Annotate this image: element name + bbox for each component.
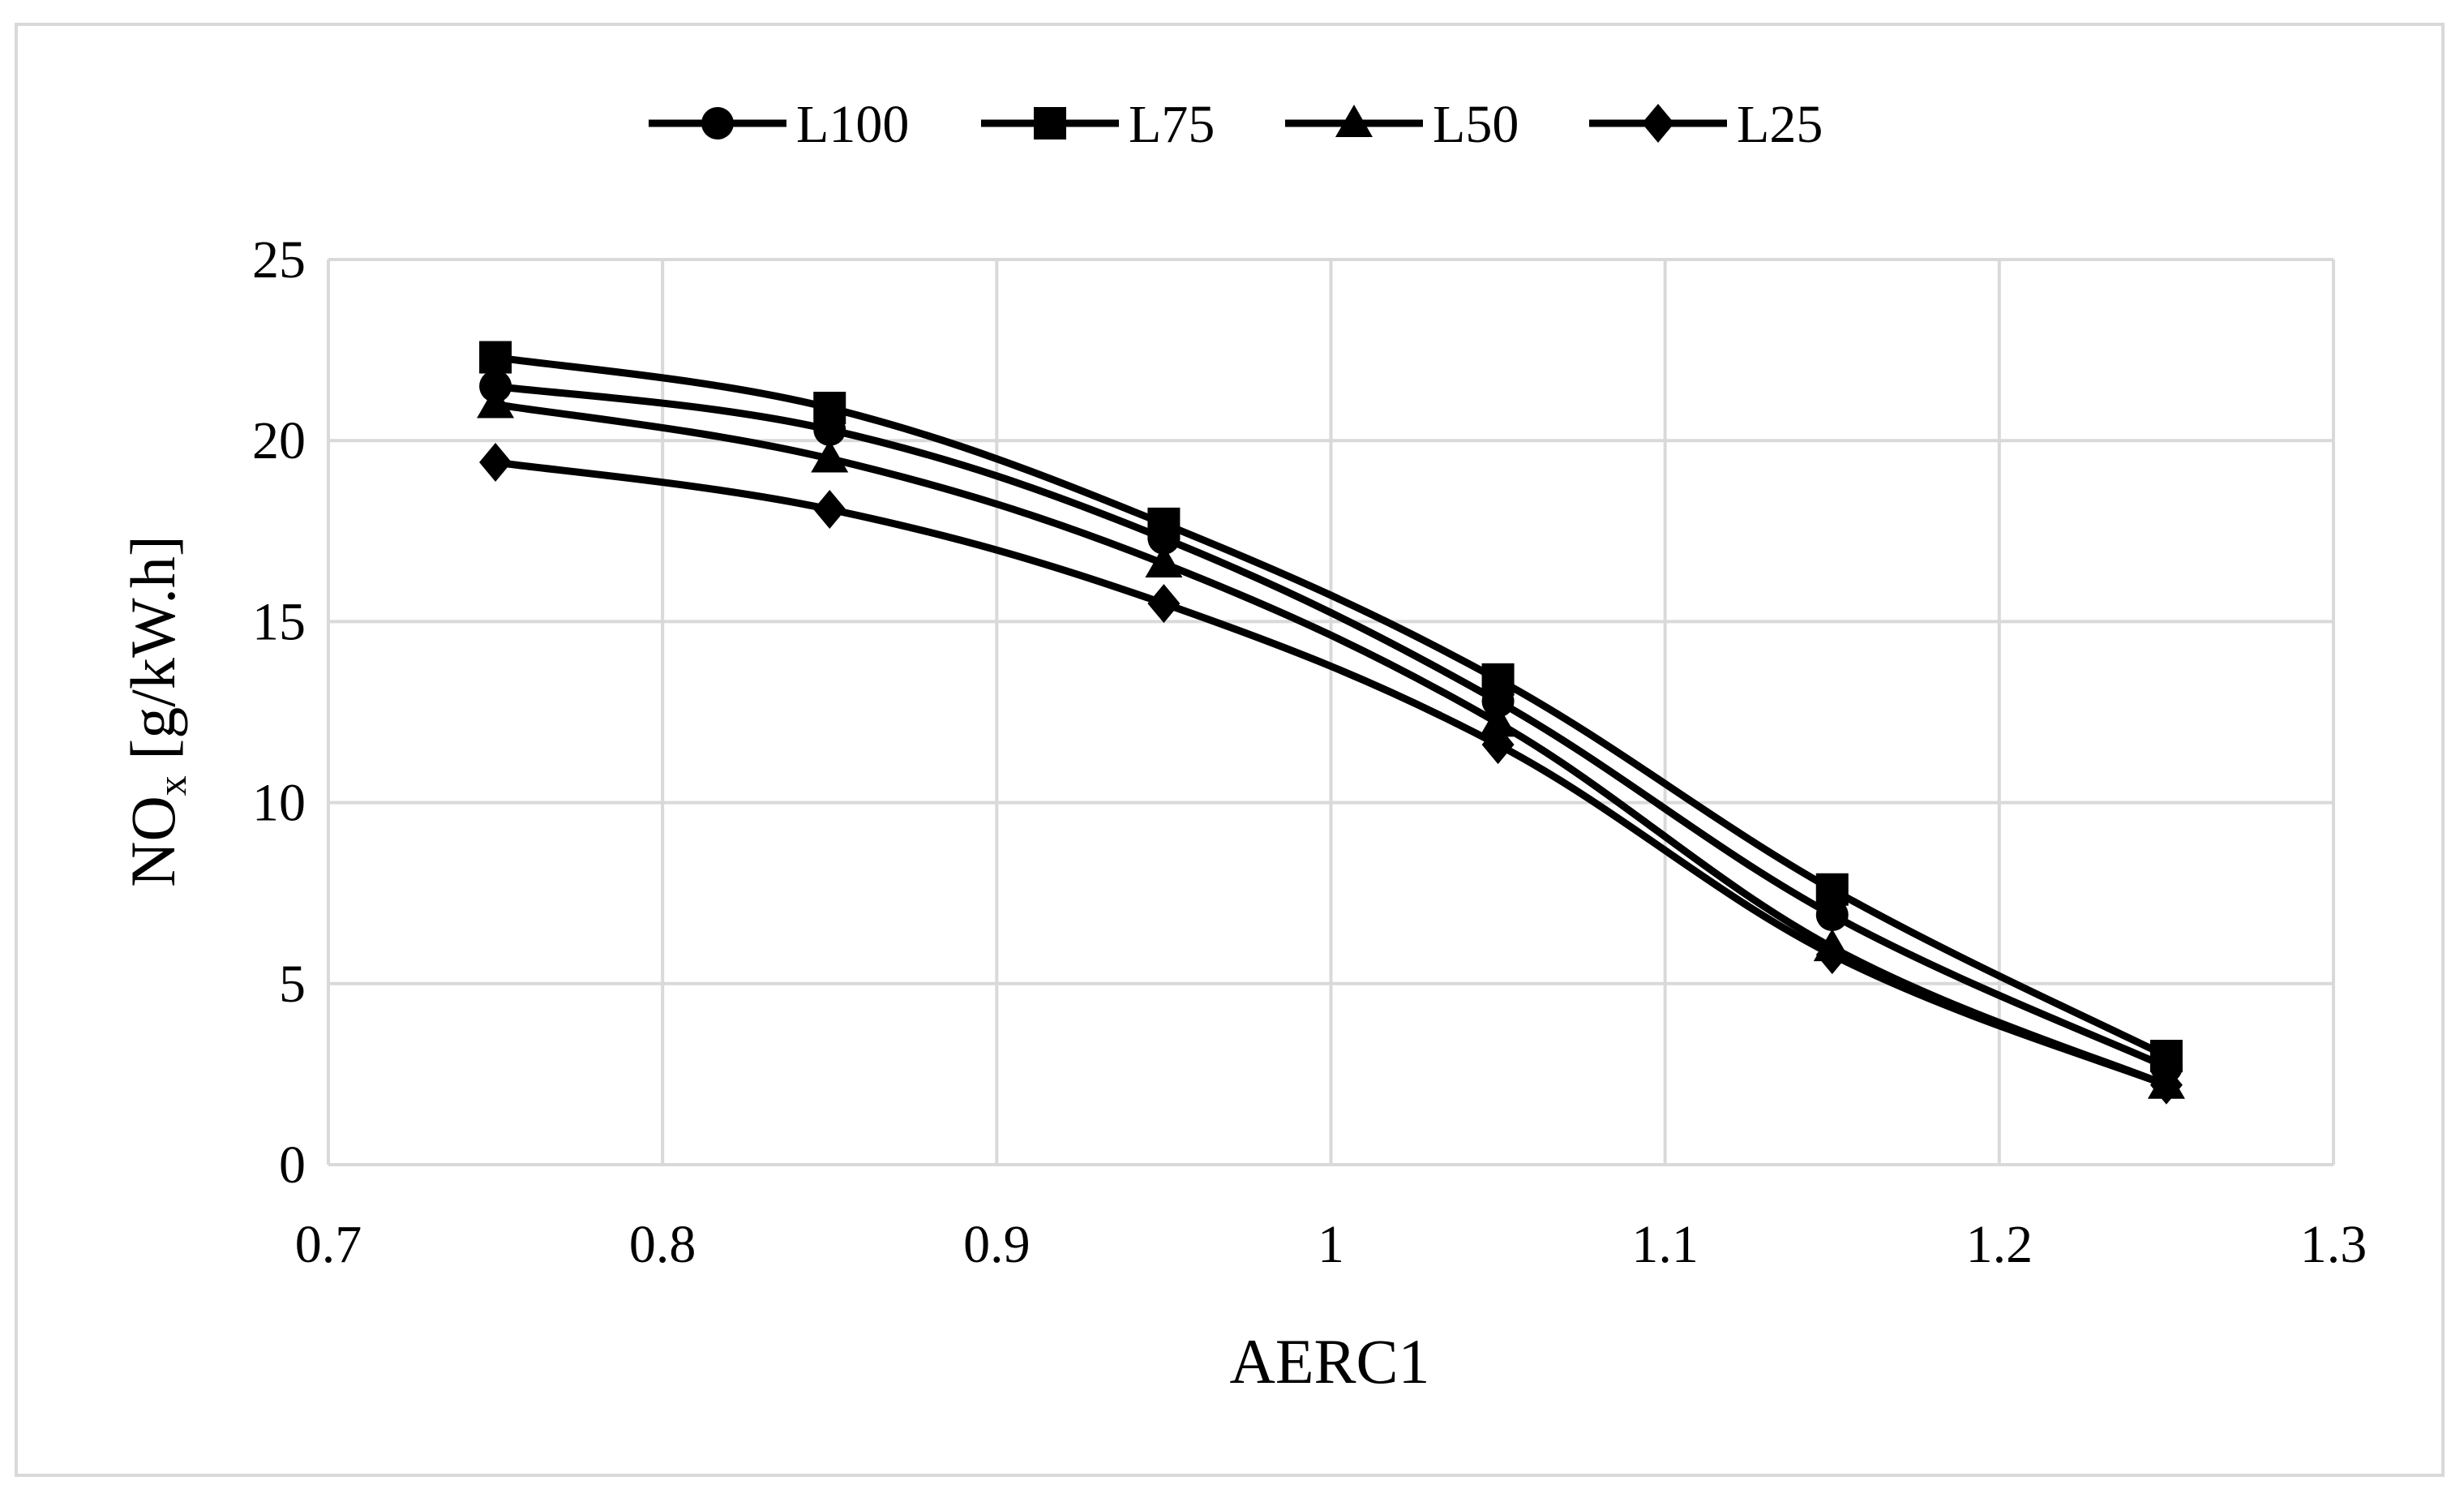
x-tick-label: 1 (1318, 1215, 1344, 1274)
series-l75 (479, 341, 2183, 1073)
y-tick-label: 5 (279, 955, 306, 1014)
series-line-l75 (495, 354, 2168, 1060)
legend-label: L25 (1737, 95, 1823, 154)
series-line-l50 (495, 401, 2168, 1088)
data-point-l75 (813, 392, 846, 425)
data-point-l100 (1815, 898, 1849, 931)
legend-item-l50: L50 (1285, 95, 1519, 154)
legend-item-l75: L75 (981, 95, 1215, 154)
series-line-l25 (495, 458, 2168, 1088)
chart-frame (15, 23, 2445, 1477)
y-axis-title-rest: [g/kW.h] (118, 535, 188, 775)
y-tick-label: 15 (252, 592, 306, 651)
series-l25 (479, 442, 2183, 1105)
y-axis-title-main: NO (118, 796, 188, 887)
data-point-l25 (479, 442, 512, 482)
legend-marker-diamond (1642, 104, 1674, 143)
legend-label: L75 (1129, 95, 1215, 154)
data-point-l75 (479, 341, 512, 374)
y-tick-label: 10 (252, 774, 306, 833)
legend-item-l25: L25 (1589, 95, 1823, 154)
x-tick-label: 0.9 (963, 1215, 1031, 1274)
data-point-l50 (1145, 544, 1183, 577)
x-axis-title: AERC1 (1229, 1326, 1429, 1397)
x-tick-label: 1.1 (1631, 1215, 1699, 1274)
legend: L100 L75 L50 L25 (649, 95, 1823, 154)
data-point-l75 (1815, 873, 1849, 906)
data-point-l25 (1481, 725, 1515, 765)
data-point-l50 (1479, 704, 1517, 737)
data-point-l25 (2149, 1065, 2183, 1105)
gridlines (328, 258, 2335, 1165)
legend-label: L100 (796, 95, 909, 154)
data-point-l25 (1815, 935, 1849, 975)
data-point-l50 (811, 440, 849, 473)
data-point-l75 (1481, 663, 1515, 696)
data-point-l75 (1147, 507, 1181, 540)
legend-marker-square (1034, 107, 1066, 139)
data-point-l25 (813, 490, 846, 530)
data-point-l50 (477, 385, 515, 418)
legend-item-l100: L100 (649, 95, 909, 154)
y-tick-label: 25 (252, 230, 306, 290)
y-tick-label: 0 (279, 1135, 306, 1195)
axes (327, 260, 2333, 1166)
y-tick-label: 20 (252, 411, 306, 470)
y-axis-title: NOx [g/kW.h] (118, 535, 195, 887)
x-tick-label: 1.3 (2300, 1215, 2368, 1274)
series-group (477, 341, 2185, 1105)
series-line-l100 (495, 382, 2168, 1071)
x-tick-label: 0.8 (629, 1215, 696, 1274)
x-tick-label: 0.7 (295, 1215, 362, 1274)
tick-labels: 0 5 10 15 20 25 0.7 0.8 0.9 1 1.1 1.2 1.3 (252, 230, 2367, 1274)
data-point-l25 (1147, 584, 1181, 624)
legend-marker-triangle (1335, 105, 1373, 137)
legend-label: L50 (1433, 95, 1519, 154)
y-axis-title-sub: x (149, 775, 195, 796)
legend-marker-circle (701, 107, 734, 139)
x-tick-label: 1.2 (1966, 1215, 2033, 1274)
